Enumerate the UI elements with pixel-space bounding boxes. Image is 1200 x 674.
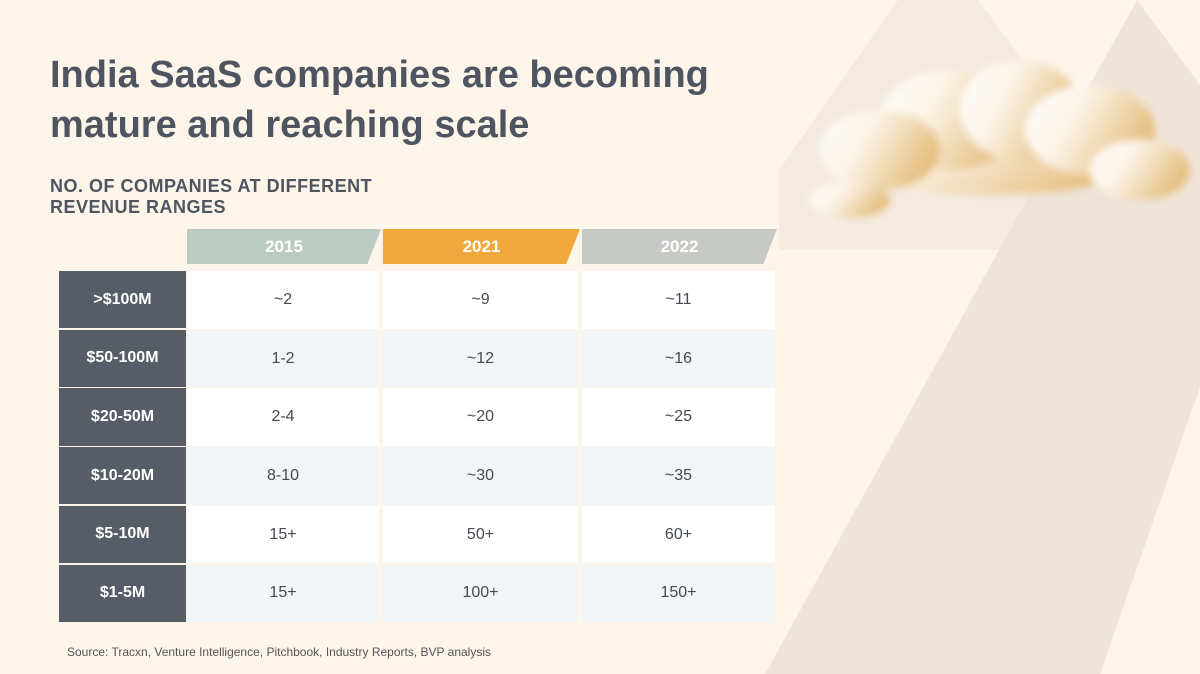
column-header-2021: 2021 <box>383 229 580 264</box>
table-cell: 15+ <box>187 564 379 623</box>
column-header-2015: 2015 <box>187 229 381 264</box>
table-cell: 100+ <box>383 564 578 623</box>
table-cell: 50+ <box>383 505 578 564</box>
table-cell: ~12 <box>383 329 578 388</box>
row-label: $50-100M <box>59 329 186 387</box>
table-cell: ~9 <box>383 271 578 329</box>
table-cell: ~25 <box>582 388 775 447</box>
table-cell: 150+ <box>582 564 775 623</box>
column-header-2022: 2022 <box>582 229 777 264</box>
source-note: Source: Tracxn, Venture Intelligence, Pi… <box>67 645 492 659</box>
table-cell: ~11 <box>582 271 775 329</box>
table-cell: ~35 <box>582 447 775 505</box>
page-title: India SaaS companies are becoming mature… <box>50 54 709 146</box>
table-cell: 15+ <box>187 505 379 564</box>
table-cell: ~16 <box>582 329 775 388</box>
table-cell: 1-2 <box>187 329 379 388</box>
row-label: $1-5M <box>59 564 186 622</box>
table-cell: ~30 <box>383 447 578 505</box>
table-cell: ~2 <box>187 271 379 329</box>
row-label: $5-10M <box>59 505 186 563</box>
table-cell: 8-10 <box>187 447 379 505</box>
row-label: >$100M <box>59 271 186 329</box>
table-subtitle: NO. OF COMPANIES AT DIFFERENT REVENUE RA… <box>50 176 373 217</box>
cloud-icon <box>810 60 1190 218</box>
table-cell: ~20 <box>383 388 578 447</box>
row-label: $10-20M <box>59 447 186 505</box>
row-label: $20-50M <box>59 388 186 446</box>
table-cell: 2-4 <box>187 388 379 447</box>
table-cell: 60+ <box>582 505 775 564</box>
